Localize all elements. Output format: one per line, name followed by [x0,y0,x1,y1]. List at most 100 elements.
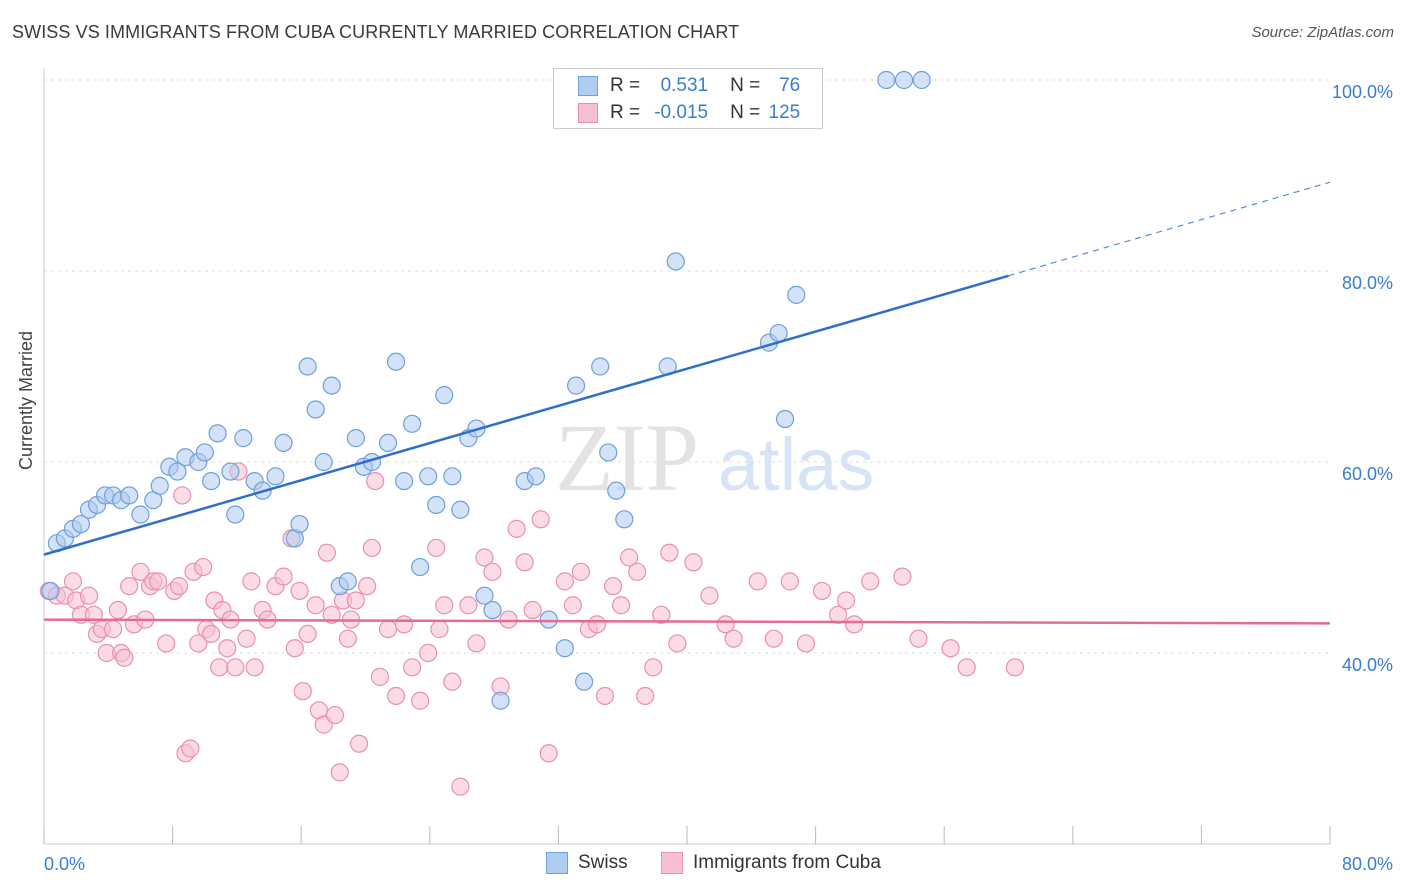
swiss-point [491,691,510,710]
y-axis-label: Currently Married [16,330,36,470]
cuba-point [812,581,832,601]
swiss-point [419,467,438,486]
cuba-point [611,596,631,615]
swiss-point [221,462,240,481]
swiss-point [394,472,414,491]
n-value: 125 [768,102,801,123]
cuba-point [115,648,134,667]
cuba-point [242,572,261,591]
cuba-point [226,658,245,677]
cuba-point [394,615,414,634]
stats-legend: R = 0.531 N = 76 R = -0.015 N = 125 [553,68,823,129]
cuba-trend-line [43,618,1331,625]
swiss-point [290,514,309,534]
cuba-point [620,548,639,567]
cuba-point [169,577,189,596]
cuba-point [660,543,679,562]
cuba-point [523,600,542,620]
cuba-point [173,486,192,505]
cuba-point [684,553,703,572]
cuba-point [306,596,325,615]
cuba-point [290,581,309,601]
legend-label-swiss: Swiss [578,852,628,873]
swiss-swatch [546,852,568,874]
cuba-point [957,658,976,677]
swiss-point [769,323,788,343]
stats-row-swiss: R = 0.531 N = 76 [578,73,800,99]
cuba-point [298,624,317,644]
cuba-point [210,658,229,677]
cuba-point [829,605,848,624]
swiss-point [150,476,169,495]
cuba-point [941,639,960,658]
cuba-point [652,605,671,624]
cuba-point [780,572,799,591]
swiss-point [346,429,365,448]
cuba-point [539,744,558,763]
legend-label-cuba: Immigrants from Cuba [693,852,881,873]
cuba-point [716,615,735,634]
cuba-point [748,572,767,591]
cuba-point [330,763,349,782]
cuba-point [285,639,304,658]
cuba-point [837,591,856,610]
cuba-point [366,472,385,491]
cuba-point [644,658,663,677]
cuba-point [563,596,582,615]
cuba-point [861,572,880,591]
cuba-point [189,634,208,653]
cuba-point [181,739,200,758]
swiss-point [615,510,634,529]
cuba-point [149,572,168,591]
swiss-point [168,462,187,481]
cuba-point [202,624,221,644]
swiss-point [475,586,494,605]
cuba-point [845,615,864,634]
r-value: 0.531 [660,75,709,96]
y-tick-label: 80.0% [1342,273,1393,293]
cuba-point [194,557,213,577]
swiss-point [539,610,558,629]
cuba-point [411,691,430,710]
cuba-point [515,553,534,572]
swiss-point [314,452,333,472]
swiss-point [202,472,221,491]
cuba-point [108,600,128,620]
cuba-point [338,629,357,648]
swiss-point [306,400,325,419]
cuba-point [555,572,574,591]
cuba-point [358,577,377,596]
swiss-point [195,443,214,462]
cuba-point [571,562,591,581]
axes [43,68,1331,845]
swiss-point [877,70,896,90]
legend-item-swiss[interactable]: Swiss [546,852,628,874]
swiss-point [298,357,317,376]
cuba-point [322,605,341,624]
watermark-atlas: atlas [718,423,874,506]
swiss-point [894,70,914,90]
swiss-point [591,357,610,376]
stats-row-cuba: R = -0.015 N = 125 [578,100,800,126]
swiss-trend-extension [1008,181,1331,277]
cuba-point [595,686,615,706]
swiss-point [566,376,586,395]
cuba-point [317,543,337,562]
cuba-point [499,610,518,629]
swiss-point [274,433,293,452]
cuba-point [362,538,382,558]
legend-item-cuba[interactable]: Immigrants from Cuba [661,852,881,874]
cuba-point [131,562,150,581]
swiss-point [131,505,150,524]
cuba-point [370,667,390,686]
swiss-point [208,424,227,443]
swiss-point [71,514,91,534]
cuba-point [893,567,912,586]
cuba-point [349,734,369,753]
swiss-point [787,285,806,304]
swiss-point [322,376,341,395]
cuba-point [245,658,264,677]
cuba-point [636,686,655,706]
swiss-point [403,414,422,433]
swiss-point [427,495,446,515]
